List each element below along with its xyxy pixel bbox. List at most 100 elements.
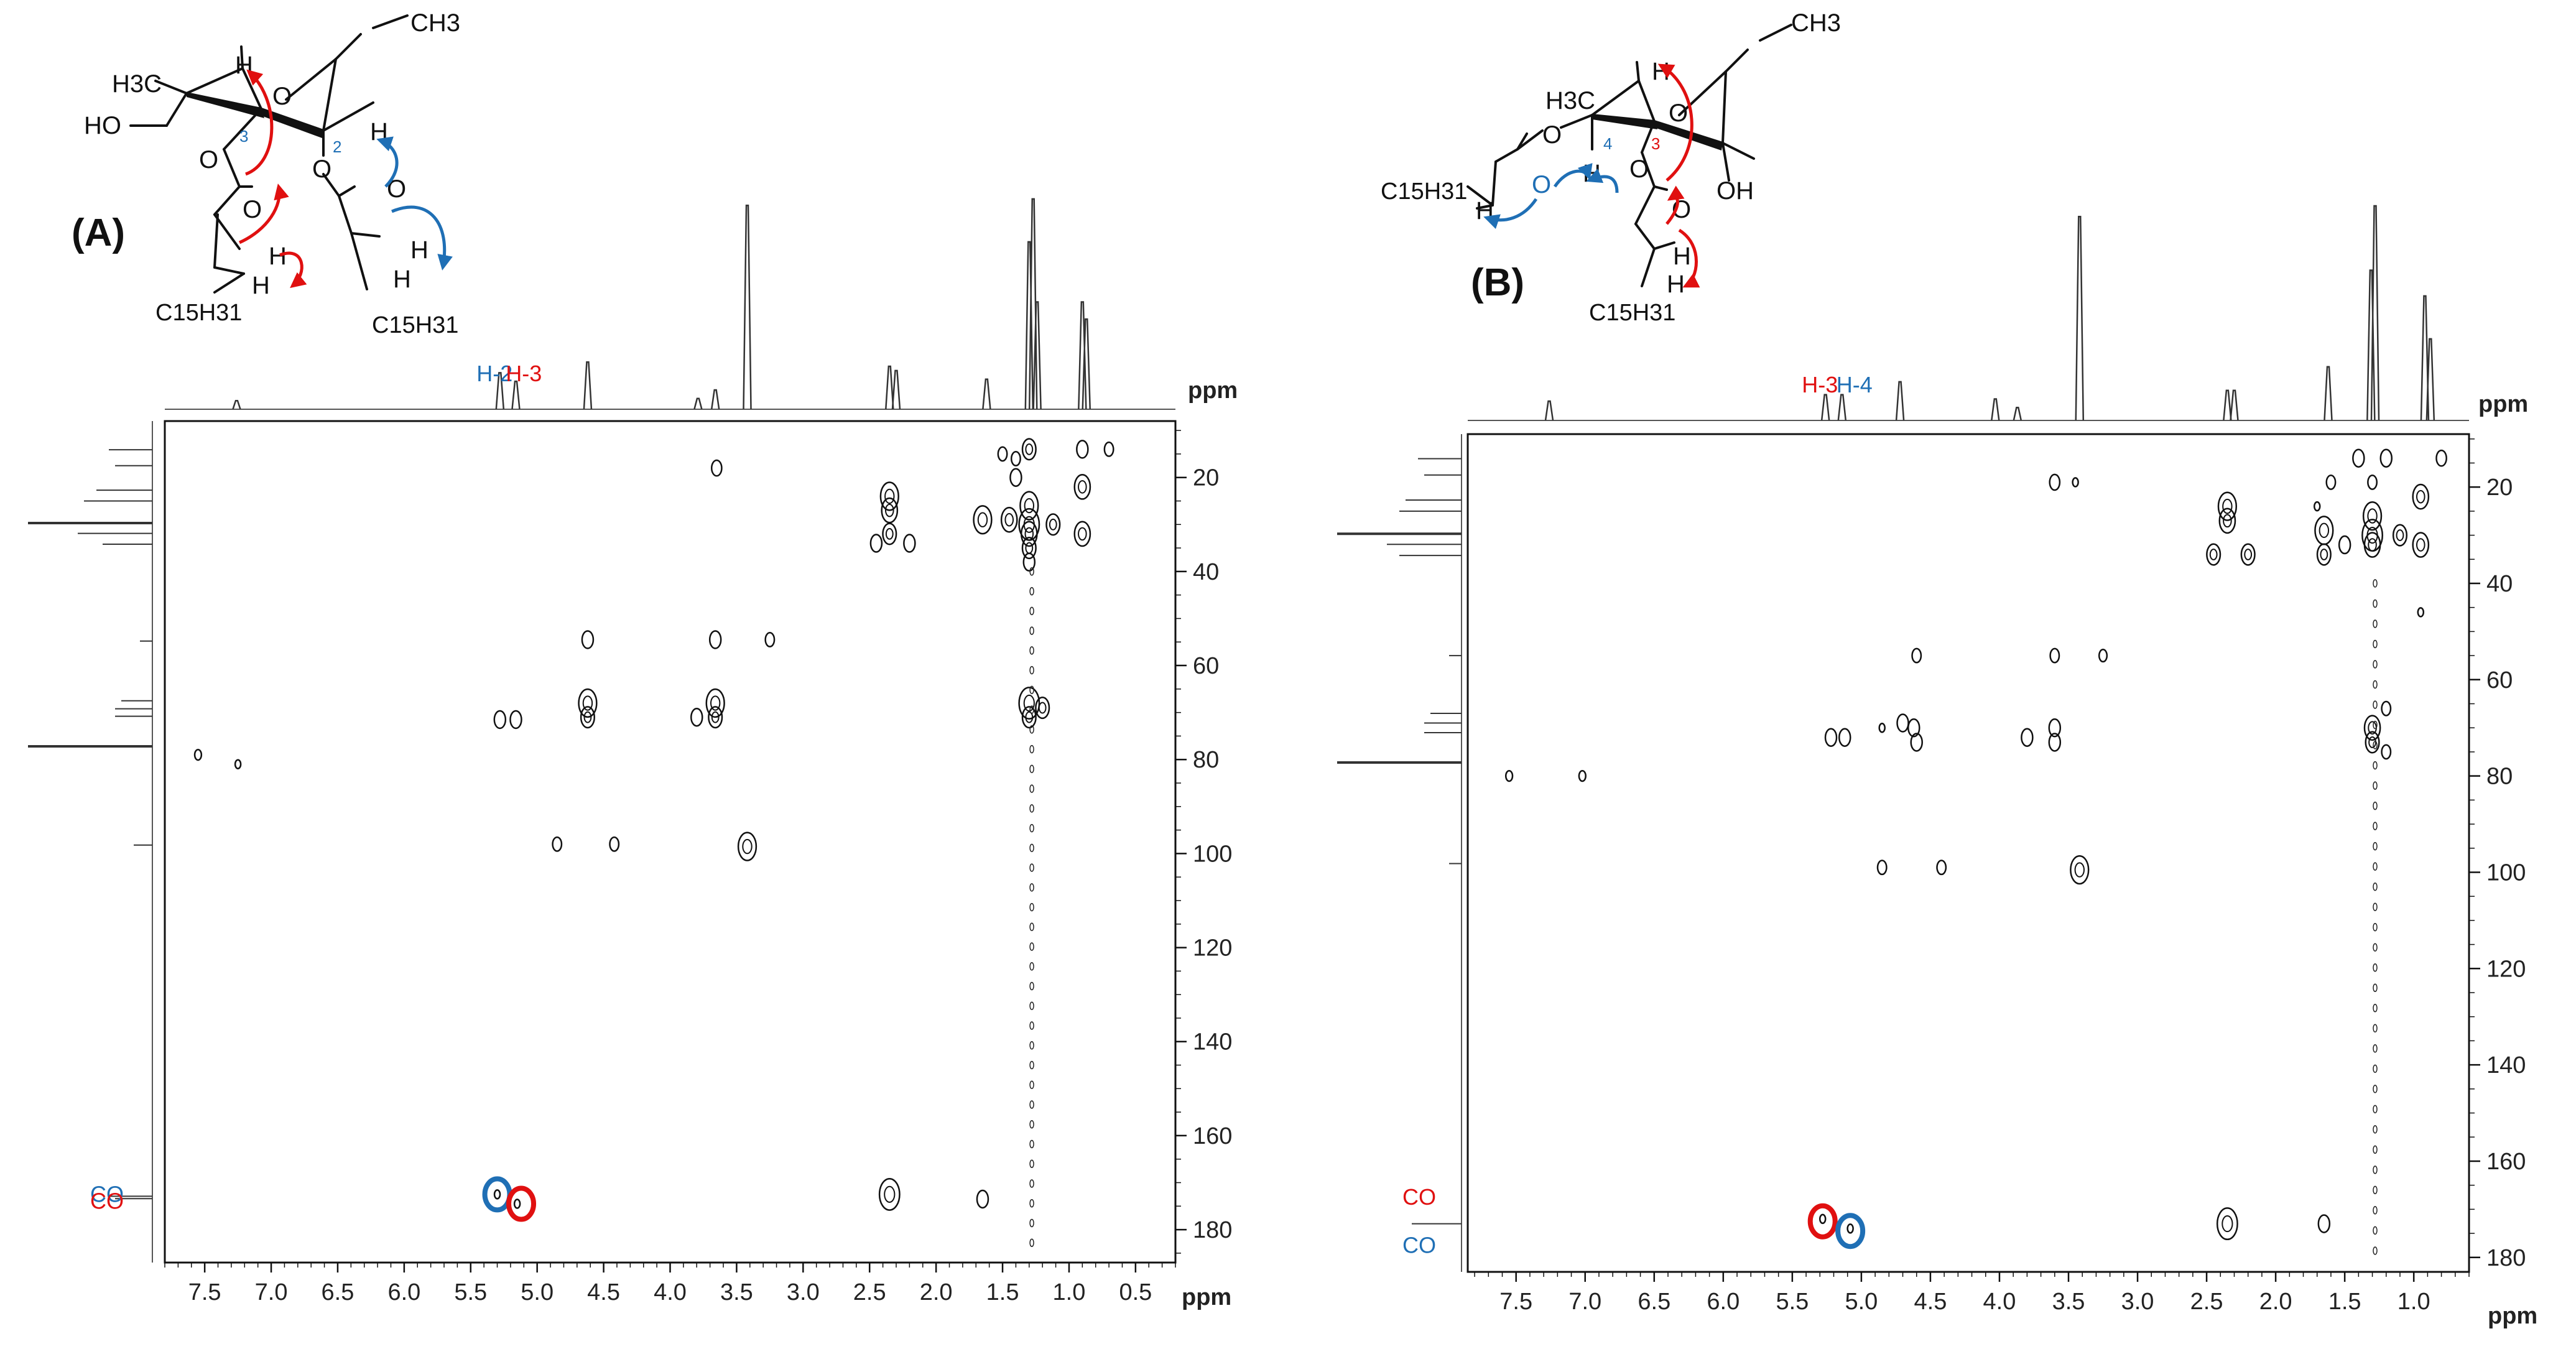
noise-streak-mark <box>1029 685 1034 695</box>
noise-streak-mark <box>2373 801 2378 810</box>
cross-peak <box>1021 706 1037 729</box>
x-tick-label: 1.0 <box>2398 1289 2430 1315</box>
cross-peak <box>1578 769 1587 782</box>
proton-label: H-3 <box>1802 372 1838 397</box>
structure-b: CH3 O H H3C O 4 3 H O O OH O H H H C15H3… <box>1381 9 1841 326</box>
struct-b-c4-number: 4 <box>1603 134 1612 153</box>
noise-streak-mark <box>1029 764 1034 774</box>
cross-peak <box>1103 441 1114 457</box>
noise-streak-mark <box>1029 1021 1034 1030</box>
noise-streak-mark <box>1029 744 1034 754</box>
noise-streak-mark <box>2373 660 2378 669</box>
cross-peak-inner <box>1024 527 1034 541</box>
struct-b-o-c4: O <box>1542 121 1562 149</box>
y-tick-label: 80 <box>1193 747 1219 773</box>
noise-streak-mark <box>1029 922 1034 932</box>
noise-streak-mark <box>2373 1246 2378 1255</box>
cross-peak <box>2048 733 2062 752</box>
noise-streak-mark <box>1029 586 1034 596</box>
noise-streak-mark <box>1029 1080 1034 1090</box>
cross-peak <box>737 832 758 861</box>
cross-peak-inner <box>1025 542 1034 554</box>
x-tick-label: 7.0 <box>255 1279 288 1305</box>
x-tick-label: 4.0 <box>654 1279 687 1305</box>
noise-streak-mark <box>1029 1120 1034 1129</box>
h-projection-peak <box>1032 301 1042 410</box>
cross-peak <box>2412 532 2430 558</box>
y-tick-label: 60 <box>1193 653 1219 679</box>
struct-b-ch3: CH3 <box>1791 9 1841 37</box>
h-projection-peak <box>693 397 703 410</box>
noise-streak-mark <box>2373 1105 2378 1114</box>
carbon-label: CO <box>90 1189 124 1214</box>
noise-streak-mark <box>1029 823 1034 833</box>
x-tick-label: 7.0 <box>1568 1289 1601 1315</box>
noise-streak-mark <box>2373 862 2378 871</box>
cross-peak <box>1824 728 1838 747</box>
cross-peak-inner <box>2209 549 2218 560</box>
cross-peak <box>2049 473 2061 491</box>
x-tick-label: 2.5 <box>2190 1289 2223 1315</box>
cross-peak-inner <box>742 838 753 855</box>
struct-a-h-left-b: H <box>252 272 270 299</box>
y-tick-label: 100 <box>1193 841 1232 867</box>
panel-a-x-unit: ppm <box>1182 1284 1231 1310</box>
cross-peak <box>2048 718 2062 738</box>
noise-streak-mark <box>1029 626 1034 635</box>
cross-peak <box>2381 744 2392 760</box>
noise-streak-mark <box>1029 1199 1034 1208</box>
noise-streak-mark <box>2373 1125 2378 1134</box>
cross-peak <box>976 1189 989 1209</box>
cross-peak-inner <box>2416 489 2425 504</box>
cross-peak <box>869 534 883 553</box>
x-tick-label: 6.0 <box>1707 1289 1740 1315</box>
struct-a-h3c: H3C <box>112 70 162 98</box>
cross-peak-inner <box>2396 529 2404 541</box>
cross-peak <box>2435 449 2447 467</box>
carbon-label: CO <box>1402 1184 1436 1210</box>
h-projection-peak <box>2230 389 2239 421</box>
struct-b-co-o-left: O <box>1532 171 1551 198</box>
cross-peak <box>2362 501 2383 531</box>
noise-streak-mark <box>2373 1166 2378 1174</box>
struct-a-o-c3: O <box>199 146 218 174</box>
panel-b-cross-peaks <box>1504 448 2447 1255</box>
cross-peak-inner <box>1004 512 1014 527</box>
cross-peak-inner <box>710 695 721 711</box>
cross-peak <box>2325 474 2337 490</box>
noise-streak-mark <box>1029 1159 1034 1169</box>
cross-peak <box>2240 543 2256 566</box>
noise-streak-mark <box>2373 761 2378 770</box>
cross-peak <box>2412 483 2430 510</box>
cross-peak <box>2313 501 2321 512</box>
cross-peak <box>1911 647 1922 664</box>
h-projection-peak <box>2013 407 2022 421</box>
cross-peak <box>1896 713 1909 733</box>
cross-peak <box>878 1177 901 1211</box>
cross-peak <box>1838 728 1851 747</box>
cross-peak <box>234 759 242 770</box>
struct-a-co-o-left: O <box>243 196 262 223</box>
cross-peak <box>705 688 725 718</box>
cross-peak <box>2381 700 2392 716</box>
struct-b-o-c3: O <box>1629 155 1649 183</box>
noise-streak-mark <box>1029 1041 1034 1050</box>
cross-peak-inner <box>2074 862 2085 878</box>
noise-streak-mark <box>2373 882 2378 891</box>
cross-peak <box>1035 697 1050 720</box>
noise-streak-mark <box>1029 962 1034 971</box>
noise-streak-mark <box>2373 902 2378 911</box>
cross-peak <box>1021 537 1037 560</box>
cross-peak-inner <box>884 503 894 517</box>
h-projection-peak <box>885 365 894 410</box>
proton-label: H-4 <box>1837 372 1873 397</box>
cross-peak-inner <box>2368 538 2377 552</box>
panel-a-y-unit: ppm <box>1188 378 1238 404</box>
panel-a-cross-peaks <box>193 438 1114 1248</box>
h-projection-peak <box>1544 400 1554 421</box>
cross-peak <box>509 710 522 730</box>
cross-peak-inner <box>2416 538 2425 552</box>
noise-streak-mark <box>2373 943 2378 952</box>
noise-streak-mark <box>1029 646 1034 655</box>
